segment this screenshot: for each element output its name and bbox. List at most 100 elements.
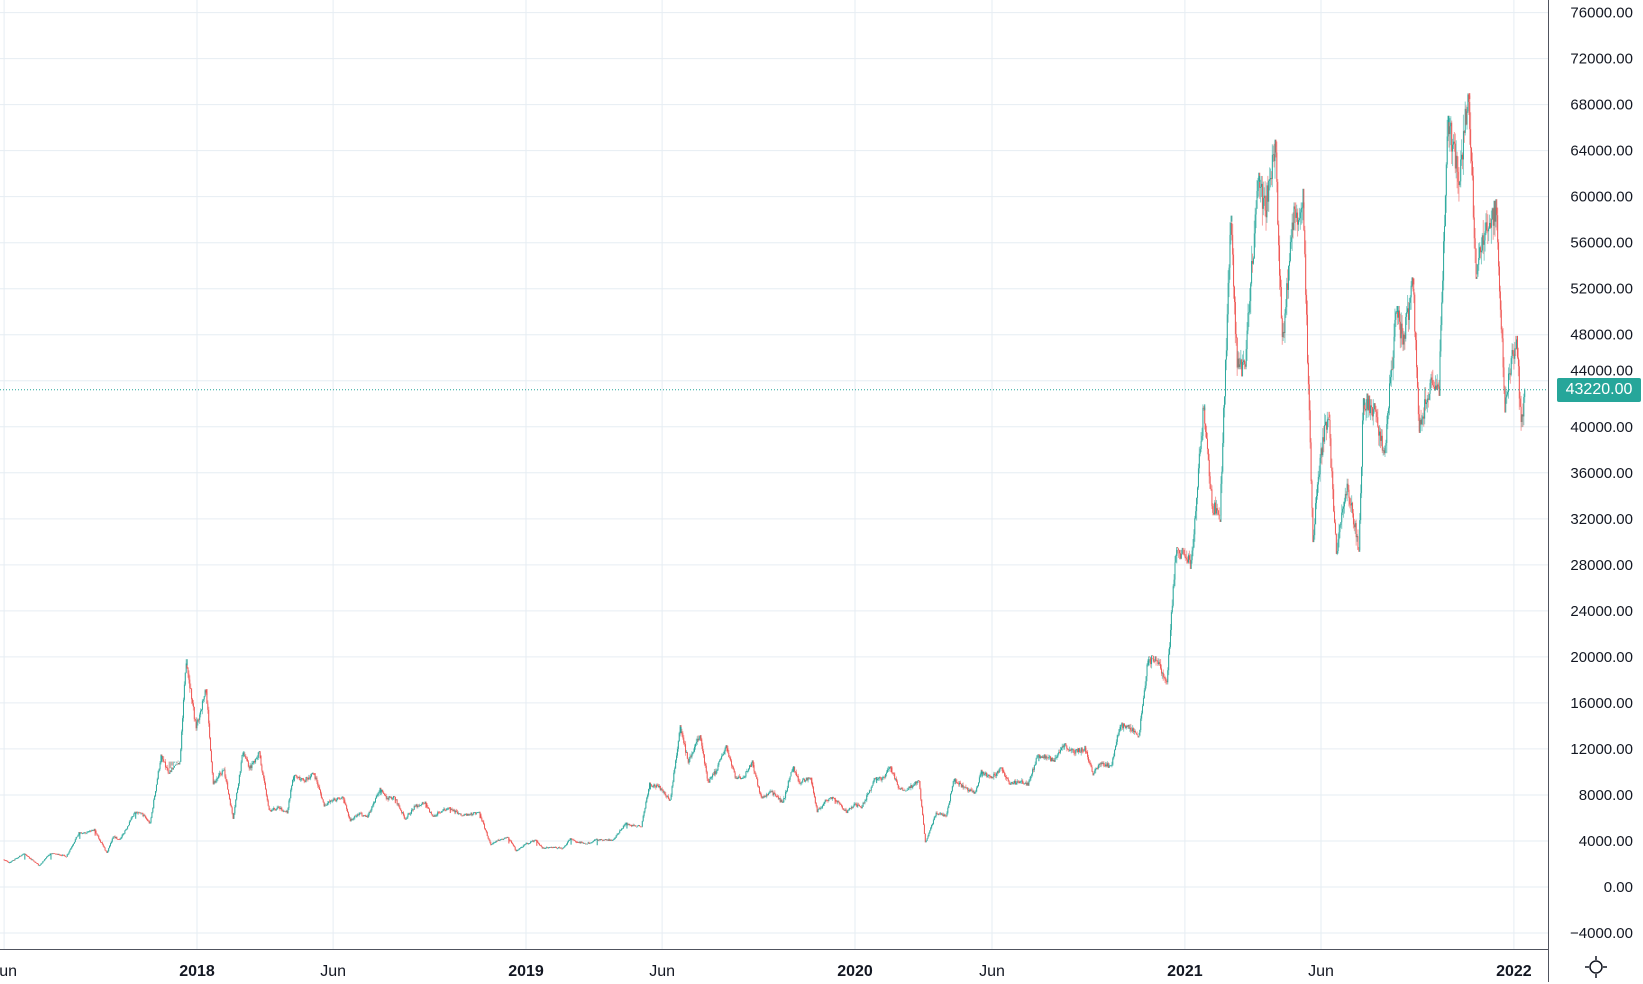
candle bbox=[1374, 403, 1375, 414]
candle bbox=[767, 794, 768, 796]
time-axis[interactable]: Jun2018Jun2019Jun2020Jun2021Jun2022 bbox=[0, 963, 1532, 980]
candle bbox=[746, 769, 747, 772]
candle bbox=[495, 841, 496, 843]
candle bbox=[1361, 467, 1362, 498]
candle bbox=[968, 788, 969, 793]
candle bbox=[663, 790, 664, 794]
candle bbox=[1265, 181, 1266, 216]
candle bbox=[96, 830, 97, 834]
candle bbox=[1256, 200, 1257, 228]
candle bbox=[1420, 418, 1421, 433]
candle bbox=[667, 795, 668, 797]
candle bbox=[475, 812, 476, 815]
candle bbox=[1160, 659, 1161, 670]
candle bbox=[733, 766, 734, 770]
candle bbox=[1451, 121, 1452, 164]
candle bbox=[1092, 765, 1093, 772]
candle bbox=[987, 774, 988, 778]
candle bbox=[1182, 548, 1183, 555]
candle bbox=[1471, 147, 1472, 175]
candle bbox=[1068, 749, 1069, 752]
candle bbox=[888, 766, 889, 772]
candle bbox=[1261, 176, 1262, 197]
candle bbox=[710, 776, 711, 779]
candle bbox=[643, 815, 644, 822]
candle bbox=[896, 777, 897, 783]
candle bbox=[1255, 208, 1256, 248]
candle bbox=[196, 717, 197, 731]
candle bbox=[923, 814, 924, 825]
candle bbox=[1411, 281, 1412, 310]
candle bbox=[472, 814, 473, 816]
candle bbox=[122, 834, 123, 838]
candle bbox=[734, 768, 735, 772]
candle bbox=[1394, 324, 1395, 369]
candle bbox=[419, 804, 420, 807]
sun-gear-icon[interactable] bbox=[1584, 955, 1608, 979]
candle bbox=[78, 832, 79, 836]
candle bbox=[1306, 289, 1307, 325]
candle bbox=[712, 773, 713, 780]
candle bbox=[755, 773, 756, 777]
candle bbox=[416, 804, 417, 809]
candle bbox=[1463, 115, 1464, 175]
candle bbox=[457, 810, 458, 814]
candle bbox=[1124, 723, 1125, 727]
candle bbox=[391, 797, 392, 800]
candle bbox=[726, 745, 727, 748]
candle bbox=[1037, 755, 1038, 759]
candle bbox=[389, 796, 390, 800]
candle bbox=[766, 793, 767, 799]
y-tick-label: 8000.00 bbox=[1579, 787, 1633, 804]
candle bbox=[544, 847, 545, 849]
candle bbox=[193, 700, 194, 711]
candle bbox=[654, 784, 655, 788]
candle bbox=[570, 838, 571, 840]
candle bbox=[561, 847, 562, 849]
candle bbox=[201, 709, 202, 712]
candle bbox=[1242, 354, 1243, 376]
candle bbox=[719, 759, 720, 762]
candle bbox=[760, 791, 761, 795]
candle bbox=[72, 844, 73, 847]
candle bbox=[979, 775, 980, 783]
candle bbox=[980, 773, 981, 778]
candle bbox=[1225, 359, 1226, 404]
candle bbox=[1054, 758, 1055, 762]
candle bbox=[1080, 750, 1081, 753]
candle bbox=[1179, 550, 1180, 559]
candle bbox=[918, 780, 919, 783]
candle bbox=[1522, 414, 1523, 427]
candle bbox=[390, 797, 391, 799]
candle bbox=[1086, 751, 1087, 754]
candle bbox=[843, 808, 844, 810]
candle bbox=[1514, 342, 1515, 364]
candle bbox=[136, 812, 137, 815]
candle bbox=[1296, 205, 1297, 222]
candle bbox=[261, 764, 262, 773]
candle bbox=[215, 779, 216, 784]
candle bbox=[253, 761, 254, 765]
candle bbox=[188, 670, 189, 683]
candle bbox=[1358, 547, 1359, 552]
candle bbox=[1213, 504, 1214, 515]
candle bbox=[773, 793, 774, 797]
price-axis[interactable]: 76000.0072000.0068000.0064000.0060000.00… bbox=[1570, 5, 1633, 942]
candle bbox=[151, 817, 152, 824]
candle bbox=[87, 831, 88, 832]
candle bbox=[1283, 323, 1284, 341]
candle bbox=[878, 777, 879, 781]
candle bbox=[330, 800, 331, 804]
candle bbox=[844, 808, 845, 811]
candle bbox=[595, 839, 596, 840]
candle bbox=[42, 861, 43, 863]
candle bbox=[582, 842, 583, 843]
candle bbox=[1132, 725, 1133, 733]
candle bbox=[1208, 448, 1209, 460]
candle bbox=[779, 798, 780, 801]
candle bbox=[1177, 547, 1178, 553]
candle bbox=[846, 808, 847, 813]
candle bbox=[777, 794, 778, 797]
candle bbox=[871, 786, 872, 792]
